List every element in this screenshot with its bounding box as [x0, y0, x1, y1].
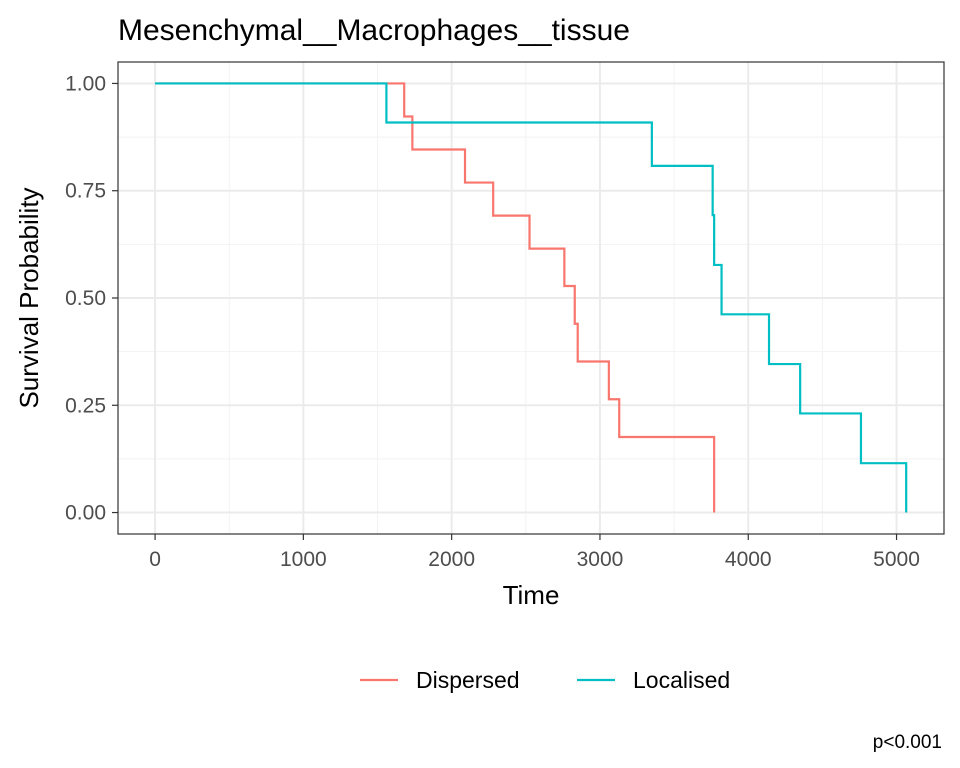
y-axis-title: Survival Probability	[14, 187, 44, 408]
survival-curve-localised	[155, 82, 908, 513]
survival-curves	[155, 82, 908, 513]
grid-lines	[118, 62, 944, 534]
legend-label-localised: Localised	[633, 667, 730, 693]
y-tick-label: 0.25	[65, 394, 106, 417]
legend: Dispersed Localised	[360, 667, 730, 693]
y-axis: 0.00 0.25 0.50 0.75 1.00	[65, 72, 118, 525]
y-tick-label: 0.75	[65, 180, 106, 203]
chart-title: Mesenchymal__Macrophages__tissue	[118, 14, 630, 47]
x-tick-label: 0	[149, 548, 161, 571]
y-tick-label: 1.00	[65, 72, 106, 95]
survival-curve-dispersed	[155, 82, 716, 513]
x-tick-label: 2000	[428, 548, 475, 571]
legend-label-dispersed: Dispersed	[416, 667, 520, 693]
x-axis-title: Time	[503, 580, 560, 610]
x-tick-label: 5000	[873, 548, 920, 571]
x-tick-label: 4000	[725, 548, 772, 571]
p-value-annotation: p<0.001	[873, 732, 942, 753]
x-axis: 0 1000 2000 3000 4000 5000	[149, 534, 920, 571]
y-tick-label: 0.50	[65, 287, 106, 310]
x-tick-label: 3000	[577, 548, 624, 571]
x-tick-label: 1000	[280, 548, 327, 571]
y-tick-label: 0.00	[65, 502, 106, 525]
